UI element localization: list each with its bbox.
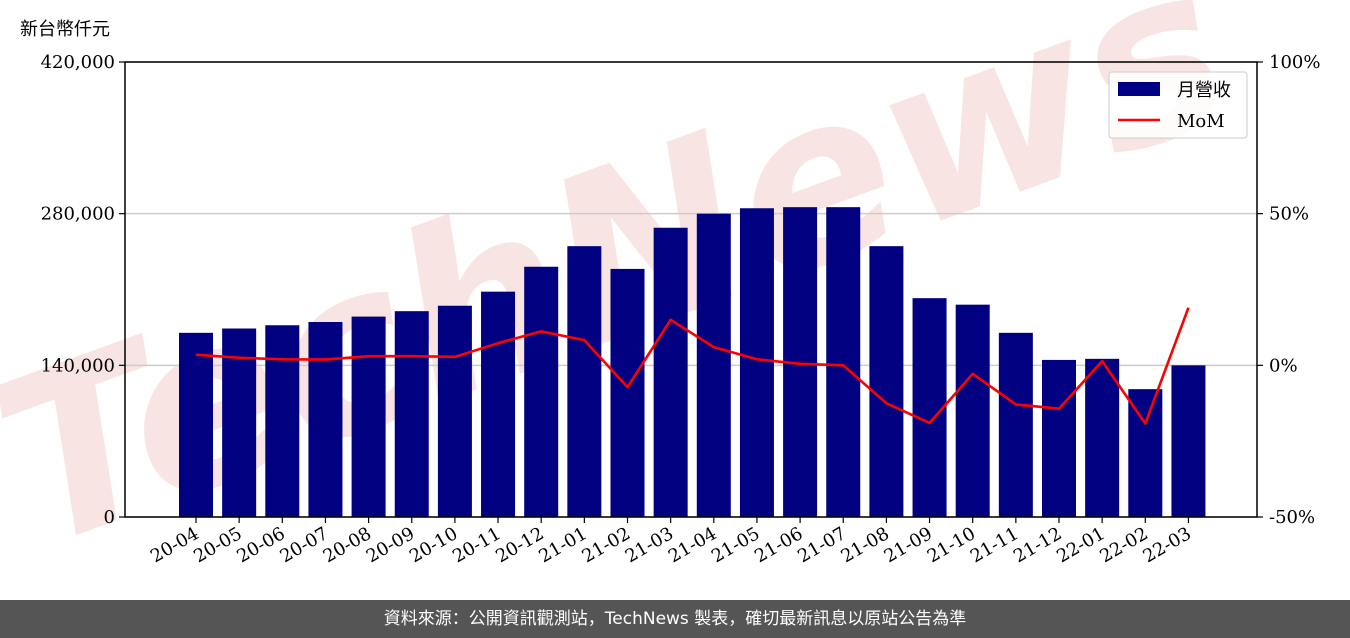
x-tick-label: 20-11 [449, 523, 504, 567]
plot-frame [124, 61, 1258, 518]
bar-20-09 [394, 311, 429, 517]
revenue-chart: TechNews 0140,000280,000420,000-50%0%50%… [0, 0, 1320, 600]
source-footer: 資料來源：公開資訊觀測站，TechNews 製表，確切最新訊息以原站公告為準 [0, 600, 1350, 638]
left-tick-label: 0 [104, 507, 115, 528]
left-tick-label: 420,000 [41, 52, 115, 73]
right-tick-label: 0% [1269, 355, 1298, 376]
bar-20-08 [351, 316, 386, 517]
bar-21-03 [653, 227, 688, 517]
x-tick-label: 21-02 [579, 523, 634, 567]
legend-swatch-bar [1118, 82, 1160, 96]
mom-line-series [195, 307, 1190, 425]
x-tick-label: 21-11 [967, 523, 1022, 567]
x-tick-label: 21-04 [665, 523, 720, 567]
x-tick-label: 21-08 [837, 523, 892, 567]
right-tick-label: 100% [1269, 52, 1320, 73]
bar-20-06 [265, 325, 300, 517]
bar-20-05 [222, 328, 257, 517]
bar-21-11 [998, 332, 1033, 517]
bar-22-02 [1128, 389, 1163, 517]
x-tick-label: 21-09 [881, 523, 936, 567]
x-tick-label: 21-10 [924, 523, 979, 567]
x-tick-label: 21-07 [794, 523, 849, 567]
left-tick-label: 280,000 [41, 204, 115, 225]
bar-21-04 [696, 213, 731, 517]
bar-20-11 [481, 291, 516, 517]
x-tick-label: 20-07 [277, 523, 332, 567]
bar-20-04 [179, 332, 213, 517]
legend-label-mom: MoM [1177, 111, 1225, 132]
bar-21-12 [1042, 359, 1076, 517]
bar-21-09 [912, 298, 947, 517]
x-tick-label: 22-03 [1140, 523, 1195, 567]
legend: 月營收 MoM [1108, 71, 1248, 139]
x-tick-label: 21-05 [708, 523, 763, 567]
x-tick-label: 20-09 [363, 523, 418, 567]
mom-line [195, 307, 1190, 425]
x-tick-label: 21-01 [535, 523, 590, 567]
bar-21-05 [739, 208, 774, 517]
x-tick-label: 20-10 [406, 523, 461, 567]
bar-series [179, 207, 1206, 517]
legend-label-revenue: 月營收 [1177, 80, 1231, 101]
bar-22-03 [1171, 365, 1206, 517]
x-tick-label: 21-12 [1010, 523, 1065, 567]
bar-21-10 [955, 304, 990, 517]
bar-21-07 [826, 207, 861, 517]
bar-22-01 [1085, 358, 1120, 517]
y-axis-unit-label: 新台幣仟元 [20, 19, 110, 40]
x-tick-label: 21-03 [622, 523, 677, 567]
right-tick-label: 50% [1269, 204, 1309, 225]
x-tick-label: 20-12 [492, 523, 547, 567]
left-tick-label: 140,000 [41, 355, 115, 376]
x-tick-label: 21-06 [751, 523, 806, 567]
bar-21-01 [567, 246, 602, 517]
bar-20-12 [524, 266, 559, 517]
bar-20-07 [308, 322, 343, 517]
bar-21-02 [610, 268, 645, 517]
right-tick-label: -50% [1269, 507, 1315, 528]
x-tick-label: 20-08 [320, 523, 375, 567]
x-tick-label: 22-02 [1096, 523, 1151, 567]
x-tick-label: 22-01 [1053, 523, 1108, 567]
bar-20-10 [437, 305, 472, 517]
bar-21-08 [869, 246, 904, 517]
